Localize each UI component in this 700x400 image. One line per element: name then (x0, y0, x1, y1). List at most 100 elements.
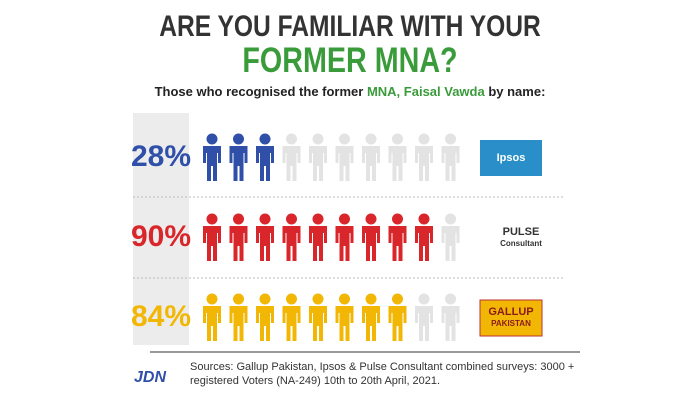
icon-head (392, 133, 403, 145)
icon-head (339, 213, 350, 225)
icon-body (335, 146, 354, 181)
icon-head (259, 293, 271, 305)
icon-empty (441, 133, 460, 181)
icon-body (282, 306, 301, 341)
icon-body (415, 306, 433, 341)
logo-text: PULSE (503, 226, 540, 238)
icon-filled (256, 293, 274, 341)
title-line: FORMER MNA? (242, 41, 457, 80)
label-band (133, 113, 189, 345)
logo-box (480, 220, 542, 256)
icon-head (206, 213, 218, 225)
icon-head (392, 293, 403, 305)
icon-head (339, 133, 350, 145)
icon-empty (415, 293, 433, 341)
logo-text: Consultant (500, 239, 542, 248)
value-label: 28% (131, 140, 191, 173)
icon-body (229, 146, 248, 181)
icon-empty (441, 293, 460, 341)
icon-body (256, 306, 274, 341)
icon-empty (335, 133, 354, 181)
icon-filled (388, 213, 407, 261)
icon-head (233, 293, 244, 305)
icon-head (445, 213, 456, 225)
icon-filled (229, 133, 248, 181)
icon-body (282, 226, 301, 261)
icon-filled (309, 213, 327, 261)
icon-body (203, 146, 221, 181)
icon-head (312, 133, 324, 145)
subtitle-part: by name: (485, 84, 546, 99)
icon-body (309, 306, 327, 341)
icon-filled (309, 293, 327, 341)
icon-filled (256, 213, 274, 261)
icon-body (441, 146, 460, 181)
icon-body (415, 146, 433, 181)
icon-body (309, 226, 327, 261)
subtitle-part: Those who recognised the former (155, 84, 367, 99)
icon-filled (415, 213, 433, 261)
icon-head (286, 133, 297, 145)
icon-filled (203, 213, 221, 261)
icon-head (233, 213, 244, 225)
logo-box (480, 140, 542, 176)
icon-filled (362, 213, 380, 261)
subtitle: Those who recognised the former MNA, Fai… (155, 84, 546, 99)
icon-filled (256, 133, 274, 181)
icon-body (441, 226, 460, 261)
icon-empty (282, 133, 301, 181)
subtitle-part: MNA, Faisal Vawda (367, 84, 486, 99)
icon-body (256, 146, 274, 181)
icon-body (415, 226, 433, 261)
icon-body (309, 146, 327, 181)
logo-text: PAKISTAN (491, 319, 531, 328)
icon-empty (415, 133, 433, 181)
icon-body (229, 226, 248, 261)
icon-head (418, 133, 430, 145)
icon-filled (282, 293, 301, 341)
logo-text: GALLUP (488, 306, 533, 318)
title-line: ARE YOU FAMILIAR WITH YOUR (159, 9, 541, 43)
icon-empty (441, 213, 460, 261)
icon-head (365, 133, 377, 145)
source: Sources: Gallup Pakistan, Ipsos & Pulse … (190, 361, 575, 387)
icon-head (339, 293, 350, 305)
icon-body (362, 146, 380, 181)
icon-head (259, 213, 271, 225)
icon-head (418, 293, 430, 305)
icon-filled (362, 293, 380, 341)
icon-empty (388, 133, 407, 181)
icon-filled (203, 293, 221, 341)
icon-body (388, 226, 407, 261)
icon-filled (229, 213, 248, 261)
icon-head (445, 133, 456, 145)
icon-body (203, 226, 221, 261)
icon-body (362, 226, 380, 261)
icon-filled (335, 293, 354, 341)
value-label: 90% (131, 220, 191, 253)
icon-head (286, 213, 297, 225)
icon-head (206, 133, 218, 145)
icon-head (312, 293, 324, 305)
icon-head (206, 293, 218, 305)
icon-filled (335, 213, 354, 261)
icon-empty (309, 133, 327, 181)
icon-head (233, 133, 244, 145)
icon-filled (282, 213, 301, 261)
icon-head (286, 293, 297, 305)
icon-head (445, 293, 456, 305)
icon-filled (388, 293, 407, 341)
icon-filled (203, 133, 221, 181)
value-label: 84% (131, 300, 191, 333)
icon-body (203, 306, 221, 341)
icon-body (335, 306, 354, 341)
icon-body (335, 226, 354, 261)
brand: JDN (134, 369, 166, 386)
icon-body (388, 146, 407, 181)
icon-body (441, 306, 460, 341)
icon-body (229, 306, 248, 341)
logo-box (479, 299, 543, 337)
icon-head (365, 293, 377, 305)
icon-body (388, 306, 407, 341)
